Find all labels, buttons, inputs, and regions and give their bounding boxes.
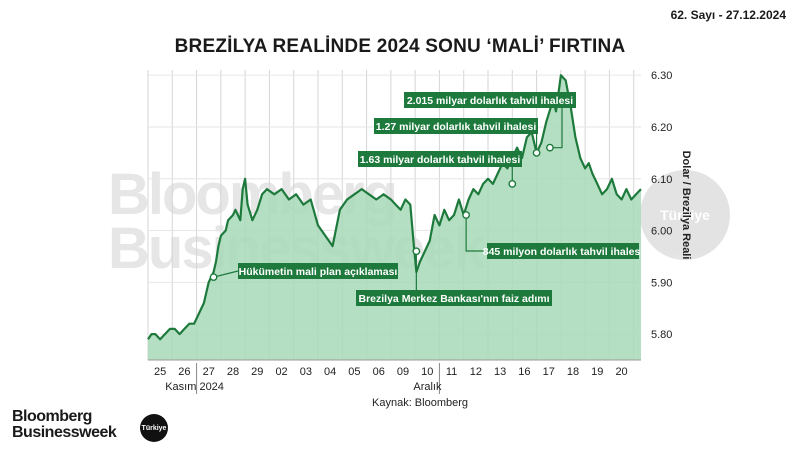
- brand-line1: Bloomberg: [12, 408, 92, 425]
- annotation-box: [356, 290, 552, 306]
- annotation-label: 1.63 milyar dolarlık tahvil ihalesi: [360, 154, 521, 166]
- annotation-label: 1.27 milyar dolarlık tahvil ihalesi: [376, 121, 537, 133]
- x-tick-label: 17: [543, 366, 555, 378]
- y-tick-label: 6.30: [651, 70, 672, 82]
- chart-title: BREZİLYA REALİNDE 2024 SONU ‘MALİ’ FIRTI…: [174, 36, 626, 57]
- y-tick-label: 6.00: [651, 226, 672, 238]
- brand-line2: Businessweek: [12, 424, 117, 441]
- issue-date: 62. Sayı - 27.12.2024: [670, 8, 786, 22]
- annotation-label: Hükümetin mali plan açıklaması: [239, 266, 398, 278]
- x-tick-label: 02: [275, 366, 287, 378]
- y-tick-label: 6.10: [651, 174, 672, 186]
- annotation-label: Brezilya Merkez Bankası'nın faiz adımı: [359, 293, 550, 305]
- annotation-marker: [532, 148, 541, 157]
- x-tick-label: 06: [373, 366, 385, 378]
- annotation-label: 845 milyon dolarlık tahvil ihalesi: [483, 246, 644, 258]
- annotation-marker: [546, 143, 554, 152]
- annotation-leader: [549, 108, 563, 149]
- brand-logo: Bloomberg Businessweek: [12, 408, 117, 441]
- y-tick-label: 5.80: [651, 329, 672, 341]
- x-tick-label: 13: [494, 366, 506, 378]
- y-tick-label: 5.90: [651, 277, 672, 289]
- annotation-box: [374, 118, 538, 134]
- x-tick-label: 09: [397, 366, 409, 378]
- brand-badge: Türkiye: [140, 414, 168, 442]
- annotation-box: [358, 151, 522, 167]
- x-tick-label: 26: [178, 366, 190, 378]
- x-tick-label: 25: [154, 366, 166, 378]
- x-tick-label: 28: [227, 366, 239, 378]
- x-tick-label: 03: [300, 366, 312, 378]
- series-line: [147, 74, 642, 341]
- x-tick-label: 16: [518, 366, 530, 378]
- annotation-leader: [213, 270, 239, 278]
- series-area: [148, 75, 641, 360]
- annotation-marker: [209, 273, 218, 282]
- annotation-box: [404, 92, 576, 108]
- x-tick-label: 19: [591, 366, 603, 378]
- x-tick-label: 04: [324, 366, 336, 378]
- x-group-label: Aralık: [413, 381, 442, 393]
- x-tick-label: 05: [348, 366, 360, 378]
- watermark-badge: Türkiye: [640, 170, 730, 260]
- x-tick-label: 27: [203, 366, 215, 378]
- x-tick-label: 20: [615, 366, 627, 378]
- y-tick-label: 6.20: [651, 122, 672, 134]
- annotation-box: [238, 263, 398, 279]
- x-tick-label: 29: [251, 366, 263, 378]
- annotation-marker: [462, 211, 471, 219]
- x-tick-label: 10: [421, 366, 433, 378]
- annotation-marker: [508, 180, 517, 188]
- x-tick-label: 12: [470, 366, 482, 378]
- source-note: Kaynak: Bloomberg: [372, 397, 468, 409]
- annotation-leader: [465, 215, 487, 252]
- x-group-label: Kasım 2024: [165, 381, 224, 393]
- x-tick-label: 11: [446, 366, 457, 378]
- y-axis-label: Dolar / Brezilya Reali: [680, 151, 692, 260]
- annotation-marker: [412, 247, 421, 256]
- x-tick-label: 18: [567, 366, 579, 378]
- annotation-box: [487, 243, 639, 259]
- annotation-label: 2.015 milyar dolarlık tahvil ihalesi: [407, 95, 573, 107]
